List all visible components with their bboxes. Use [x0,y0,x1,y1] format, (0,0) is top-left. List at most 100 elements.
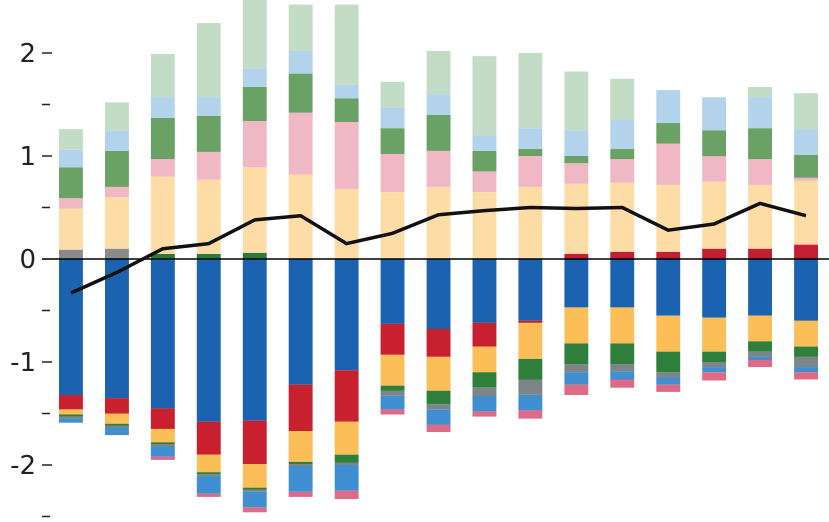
bar-segment-dark-blue [610,259,635,308]
bar-segment-pink [380,153,405,192]
bar-segment-green [518,148,543,156]
bar-segment-orange [196,454,221,473]
bar-segment-orange [472,346,497,373]
bar-segment-dark-blue [105,259,129,399]
bar-segment-dark-green [334,454,359,463]
bar-group-15 [702,97,727,381]
bar-segment-pink [702,156,727,182]
y-tick-label: 1 [19,142,36,172]
bar-segment-light-blue [288,50,313,74]
bar-segment-dark-green [288,461,313,464]
bar-segment-red [288,384,313,432]
bar-segment-mid-blue [610,371,635,380]
bar-segment-mid-grey [656,372,681,378]
bar-segment-red [196,421,221,455]
bar-segment-light-blue [105,130,129,151]
bar-segment-green [656,123,681,144]
bar-segment-green [196,115,221,152]
bar-segment-green [794,155,818,178]
bar-segment-dark-blue [59,259,83,395]
bar-segment-light-blue [380,107,405,129]
bar-segment-mid-blue [105,427,129,436]
bar-segment-pale-green [426,50,451,95]
bar-segment-peach [794,180,818,245]
bar-segment-rose [656,384,681,392]
bar-segment-orange [150,428,175,443]
bar-segment-orange [242,464,267,488]
bar-segment-pink [105,186,129,198]
bar-segment-mid-grey [150,444,175,447]
bar-segment-light-blue [564,130,589,156]
bar-segment-pink [518,156,543,187]
bar-segment-red [472,322,497,347]
bar-group-10 [472,56,497,417]
bar-segment-rose [426,424,451,432]
bar-segment-red [426,329,451,357]
bar-segment-forest-green [150,253,175,259]
bar-segment-dark-green [610,343,635,365]
bar-segment-dark-red [794,244,818,259]
bar-segment-red [380,323,405,355]
bar-segment-peach [472,192,497,259]
bar-segment-pink [334,122,359,189]
bar-segment-peach [610,182,635,252]
bar-segment-mid-grey [380,390,405,396]
bar-segment-pale-green [334,4,359,85]
bar-segment-orange [334,421,359,455]
bar-segment-pale-green [150,54,175,98]
bar-group-8 [380,81,405,415]
bar-segment-mid-blue [59,418,83,423]
bar-segment-pale-green [59,129,83,150]
bar-segment-dark-red [748,248,772,259]
bar-segment-mid-blue [334,465,359,491]
bar-segment-pale-green [564,71,589,131]
bar-segment-pink [794,177,818,181]
bar-segment-light-blue [196,97,221,116]
bar-segment-green [472,150,497,172]
bar-segment-pale-green [242,0,267,69]
bar-segment-mid-blue [518,395,543,411]
bar-segment-orange [564,307,589,344]
bar-segment-light-blue [59,149,83,168]
bar-segment-peach [380,192,405,259]
bar-segment-green [748,128,772,160]
bar-segment-pale-green [380,81,405,108]
bar-segment-dark-green [564,343,589,365]
bar-group-13 [610,78,635,388]
bar-group-4 [196,23,221,497]
bar-segment-rose [196,493,221,497]
y-axis: 2 1 0 -1 -2 [10,39,52,518]
bar-segment-light-blue [334,84,359,99]
bar-segment-green [426,114,451,151]
y-tick-label: 0 [19,245,36,275]
bar-segment-light-blue [794,129,818,155]
bar-segment-mid-blue [794,367,818,373]
bar-segment-dark-blue [702,259,727,318]
bar-segment-dark-blue [748,259,772,316]
bar-segment-dark-blue [426,259,451,329]
bar-segment-forest-green [242,252,267,259]
bars-layer [59,0,818,513]
bar-segment-peach [564,183,589,254]
bar-segment-red [518,320,543,323]
bar-segment-mid-grey [242,489,267,492]
bar-segment-orange [288,431,313,462]
bar-segment-light-blue [242,68,267,87]
bar-segment-dark-green [105,423,129,426]
bar-segment-dark-red [656,251,681,259]
bar-segment-red [334,370,359,422]
bar-segment-dark-green [518,358,543,380]
bar-group-3 [150,54,175,460]
bar-group-7 [334,4,359,499]
bar-segment-red [242,420,267,464]
bar-segment-mid-grey [748,351,772,357]
bar-segment-grey [59,249,83,259]
bar-segment-peach [196,179,221,254]
bar-segment-light-blue [656,90,681,124]
bar-segment-peach [518,186,543,259]
bar-segment-light-blue [748,97,772,129]
bar-segment-pale-green [748,87,772,98]
bar-segment-pale-green [610,78,635,120]
bar-group-12 [564,71,589,395]
bar-segment-mid-grey [105,425,129,428]
